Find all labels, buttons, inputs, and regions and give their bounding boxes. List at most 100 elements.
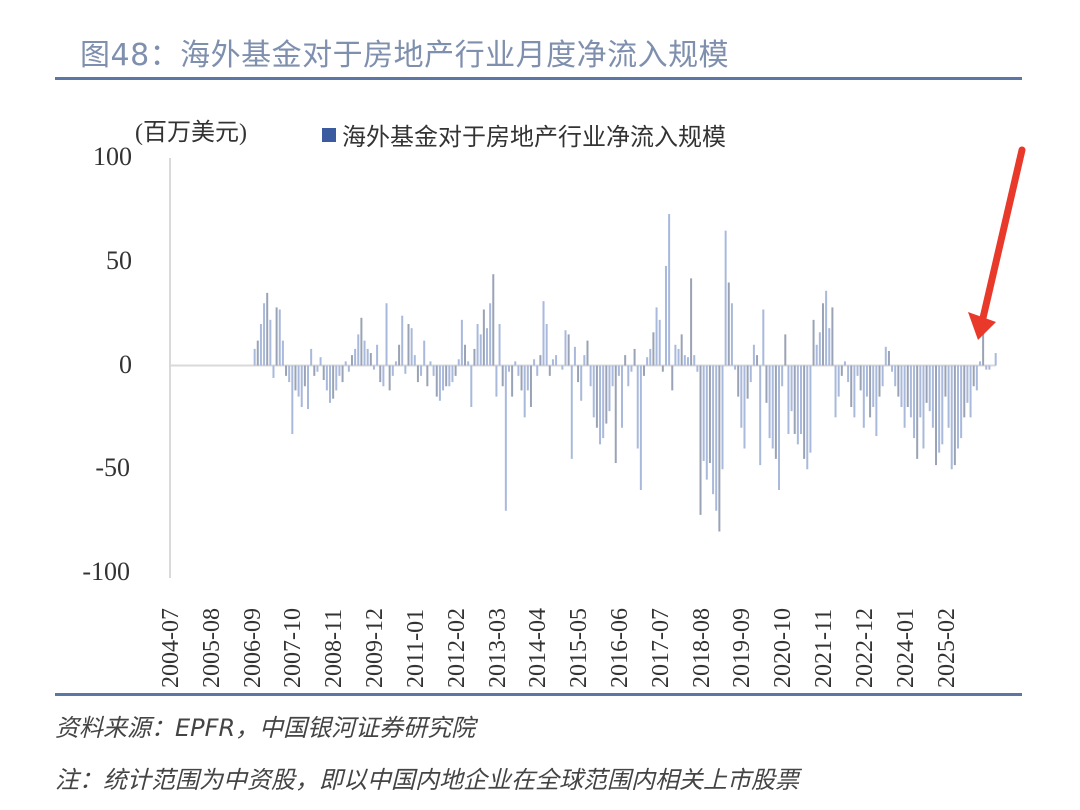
bar [627, 365, 630, 387]
bar [479, 334, 482, 366]
bar [800, 365, 802, 434]
bar [602, 365, 605, 439]
bar [423, 340, 426, 366]
bar [862, 365, 865, 428]
bar [633, 348, 636, 366]
bar [734, 365, 737, 370]
bar [379, 365, 382, 383]
bar [982, 319, 985, 366]
bar [435, 365, 438, 397]
bar [313, 365, 316, 376]
bar [570, 365, 573, 459]
bar [969, 365, 972, 418]
bar [922, 365, 925, 449]
bar [382, 365, 385, 387]
bar [960, 365, 963, 439]
bar [837, 365, 840, 397]
bar [872, 365, 875, 407]
bar [307, 365, 310, 410]
bar [272, 365, 275, 378]
bar [504, 365, 507, 511]
legend: 海外基金对于房地产行业净流入规模 [322, 117, 726, 152]
bar [366, 348, 369, 366]
bar [372, 365, 375, 370]
bar [935, 365, 938, 466]
bar [520, 365, 523, 391]
bar [599, 365, 602, 445]
bar [486, 328, 488, 366]
bottom-rule [55, 693, 1022, 696]
bar [617, 365, 620, 376]
bar [470, 365, 473, 407]
bar [985, 365, 988, 370]
bar [664, 265, 667, 366]
bar [457, 359, 460, 366]
bar [467, 361, 470, 366]
bar [994, 353, 997, 366]
bar [972, 365, 975, 387]
bar [426, 365, 429, 387]
bar [564, 330, 567, 366]
bar [746, 365, 749, 399]
bar [363, 340, 366, 366]
y-axis-unit-label: (百万美元) [135, 120, 247, 146]
bar [514, 361, 517, 366]
source-note: 资料来源：EPFR，中国银河证券研究院 [55, 714, 476, 742]
bar [909, 365, 912, 418]
bar [887, 350, 890, 366]
bar [708, 365, 711, 464]
figure-title: 图48：海外基金对于房地产行业月度净流入规模 [80, 38, 730, 73]
bar [573, 346, 576, 366]
bar [840, 365, 843, 376]
bar [865, 365, 868, 397]
bar [897, 365, 900, 397]
bar [683, 355, 686, 366]
bar [878, 365, 881, 397]
bar [583, 355, 586, 366]
bar [978, 361, 981, 366]
bar [702, 365, 705, 461]
bar [432, 365, 435, 376]
y-tick-label: 50 [106, 245, 132, 275]
bar [639, 365, 642, 490]
bar [646, 357, 649, 366]
y-tick-label: 0 [119, 349, 132, 379]
bar [834, 365, 837, 418]
bar [495, 365, 498, 397]
bar [555, 355, 558, 366]
bar [438, 365, 441, 401]
bar [699, 365, 702, 515]
bar [539, 355, 542, 366]
bar [963, 365, 966, 418]
bar [668, 214, 671, 366]
bar [649, 348, 652, 366]
bar [281, 340, 284, 366]
bar [715, 365, 718, 511]
bar [812, 319, 815, 366]
bar [671, 365, 674, 391]
bar [759, 365, 762, 466]
bar [294, 365, 297, 391]
y-tick-label: 100 [93, 142, 132, 171]
bar [950, 365, 953, 470]
bar [847, 365, 850, 383]
bar [787, 365, 790, 434]
bar [385, 303, 388, 366]
bar [690, 278, 693, 366]
bar [445, 365, 448, 387]
bar [771, 365, 774, 449]
bar [928, 365, 931, 412]
bar [796, 365, 799, 445]
bar [542, 301, 545, 366]
bar [730, 303, 733, 366]
bar [925, 365, 928, 403]
bar [473, 348, 476, 366]
bar [624, 355, 627, 366]
bar [391, 365, 394, 376]
bar [545, 324, 548, 366]
bar [347, 365, 350, 372]
bar [482, 309, 485, 366]
bar [401, 315, 404, 366]
bar [778, 365, 781, 490]
